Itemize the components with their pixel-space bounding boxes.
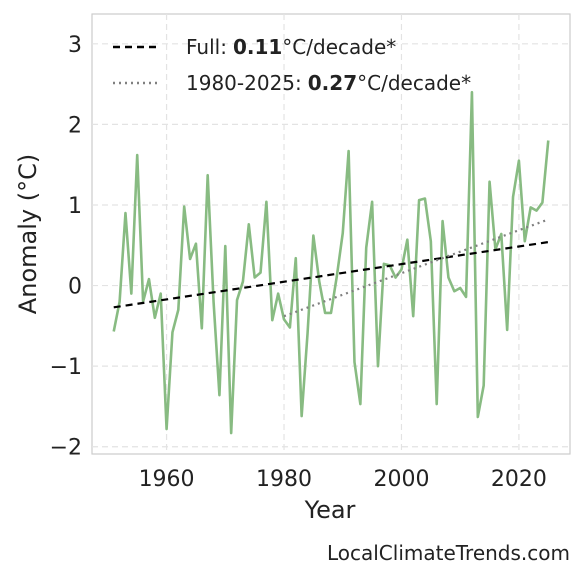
source: LocalClimateTrends.com <box>327 541 570 565</box>
y-tick-label: −1 <box>50 355 82 380</box>
trend-line <box>283 218 549 318</box>
legend-unit: °C/decade* <box>282 35 396 59</box>
y-tick-label: −2 <box>50 436 82 461</box>
y-tick-label: 3 <box>68 33 82 58</box>
legend-entry: Full: 0.11°C/decade* <box>186 35 396 59</box>
legend-name: 1980-2025: <box>186 71 302 95</box>
x-axis-label: Year <box>304 496 356 524</box>
anomaly-line <box>112 90 550 435</box>
legend-unit: °C/decade* <box>357 71 471 95</box>
legend-rate: 0.27 <box>308 71 357 95</box>
x-tick-label: 2020 <box>491 467 547 492</box>
x-tick-label: 1960 <box>139 467 195 492</box>
trend-line <box>113 240 549 309</box>
y-tick-label: 0 <box>68 275 82 300</box>
y-axis-label: Anomaly (°C) <box>14 154 42 314</box>
x-tick-label: 1980 <box>256 467 312 492</box>
legend-name: Full: <box>186 35 227 59</box>
legend-entry: 1980-2025: 0.27°C/decade* <box>186 71 471 95</box>
y-tick-label: 1 <box>68 194 82 219</box>
y-tick-label: 2 <box>68 113 82 138</box>
x-tick-label: 2000 <box>373 467 429 492</box>
legend-rate: 0.11 <box>233 35 282 59</box>
plot-frame <box>91 13 571 455</box>
